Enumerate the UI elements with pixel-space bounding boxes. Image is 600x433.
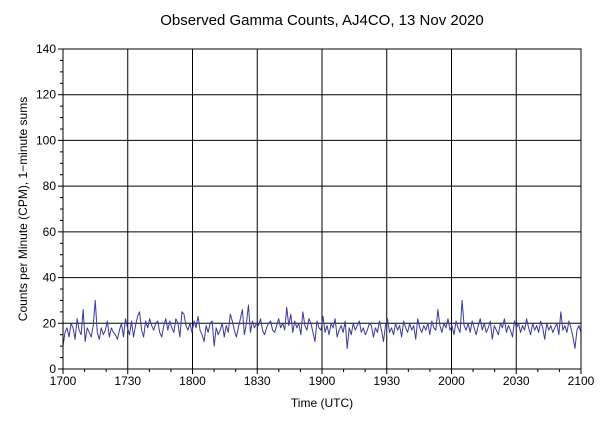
y-axis-label: Counts per Minute (CPM), 1−minute sums [16,97,30,321]
y-tick-label: 60 [43,225,57,239]
series-line [62,299,582,349]
y-tick-label: 120 [36,88,56,102]
y-tick-label: 40 [43,271,57,285]
y-tick-label: 20 [43,316,57,330]
ticks-layer: 0 20 40 60 80 100 120 140 1700 1730 1800 1830 1900 19… [36,42,595,388]
x-tick-label: 1830 [244,374,271,388]
grid-layer [62,48,582,370]
y-tick-label: 100 [36,133,56,147]
x-tick-label: 2100 [568,374,595,388]
plot-frame [62,48,582,370]
x-tick-label: 1930 [373,374,400,388]
y-tick-label: 0 [49,362,56,376]
x-tick-label: 2000 [438,374,465,388]
y-tick-label: 80 [43,179,57,193]
x-tick-label: 1900 [309,374,336,388]
x-tick-label: 1730 [114,374,141,388]
x-tick-label: 1800 [179,374,206,388]
y-tick-label: 140 [36,42,56,56]
x-tick-label: 2030 [503,374,530,388]
x-axis-label: Time (UTC) [291,396,353,410]
chart-title: Observed Gamma Counts, AJ4CO, 13 Nov 202… [160,12,484,29]
x-tick-label: 1700 [50,374,77,388]
series-layer [62,299,582,349]
